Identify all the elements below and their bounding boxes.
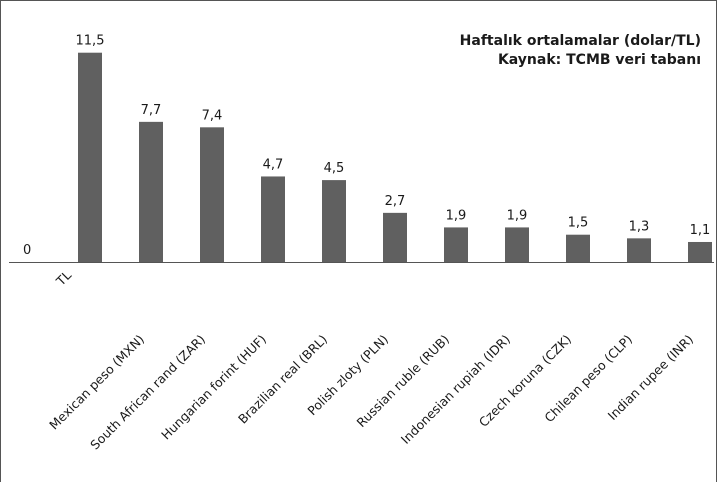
value-label-9: 1,5 (568, 216, 589, 231)
value-label-8: 1,9 (507, 208, 528, 223)
bar-6 (383, 212, 407, 262)
value-label-6: 2,7 (385, 194, 406, 209)
value-label-2: 7,7 (141, 103, 162, 118)
bar-2 (139, 121, 163, 262)
value-label-1: 11,5 (76, 34, 105, 49)
baseline-zero-label: 0 (23, 243, 31, 258)
value-label-11: 1,1 (690, 223, 711, 238)
value-label-4: 4,7 (263, 157, 284, 172)
bar-10 (627, 238, 651, 262)
bar-3 (200, 127, 224, 262)
category-label-3: South African rand (ZAR) (87, 332, 208, 453)
bar-1 (78, 52, 102, 263)
bar-11 (688, 241, 712, 262)
category-label-1: TL (52, 267, 74, 289)
value-label-10: 1,3 (629, 219, 650, 234)
bar-5 (322, 180, 346, 262)
bar-4 (261, 176, 285, 262)
category-label-4: Hungarian forint (HUF) (158, 332, 269, 443)
bar-7 (444, 227, 468, 262)
bar-9 (566, 234, 590, 262)
bars-group (78, 52, 712, 263)
category-label-8: Indonesian rupiah (IDR) (398, 332, 513, 447)
value-label-7: 1,9 (446, 208, 467, 223)
chart-title: Haftalık ortalamalar (dolar/TL) (460, 33, 701, 49)
bar-8 (505, 227, 529, 262)
value-label-3: 7,4 (202, 108, 223, 123)
value-label-5: 4,5 (324, 161, 345, 176)
chart-subtitle: Kaynak: TCMB veri tabanı (498, 52, 701, 68)
